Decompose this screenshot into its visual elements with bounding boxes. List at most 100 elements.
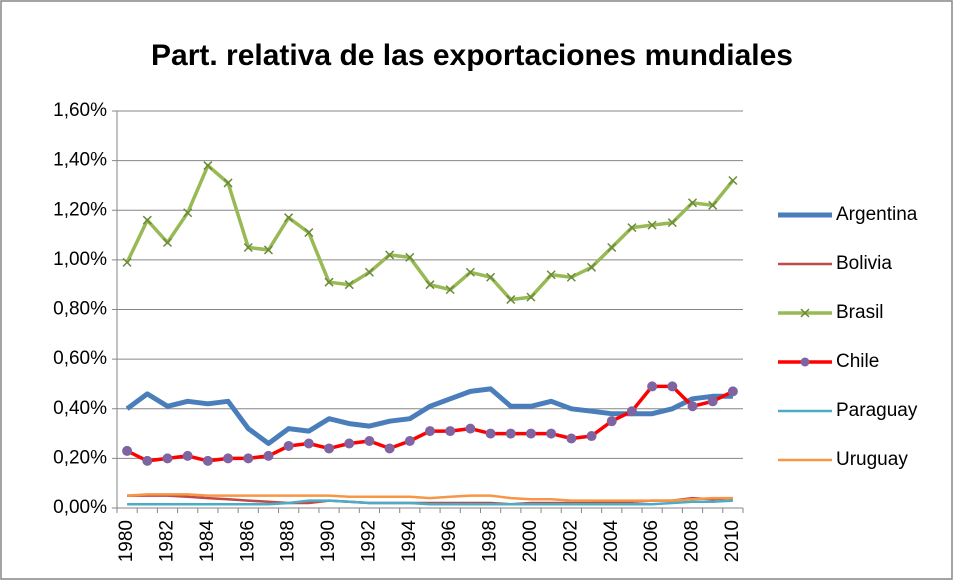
marker (223, 178, 233, 188)
marker (667, 218, 677, 228)
marker (607, 242, 617, 252)
x-tick-label: 2004 (601, 520, 622, 563)
marker (525, 428, 536, 439)
series-line (127, 493, 733, 502)
marker (243, 453, 254, 464)
marker (122, 257, 132, 267)
y-tick-label: 0,20% (53, 447, 107, 468)
marker (526, 292, 536, 302)
marker (203, 161, 213, 171)
marker (183, 208, 193, 218)
marker (727, 386, 738, 397)
legend-marker (800, 357, 810, 367)
x-tick-label: 2000 (520, 520, 541, 562)
y-tick-label: 1,40% (53, 150, 107, 171)
marker (223, 453, 234, 464)
x-tick-label: 2006 (641, 520, 662, 562)
marker (647, 220, 657, 230)
marker (405, 252, 415, 262)
marker (687, 198, 698, 208)
marker (284, 213, 294, 223)
x-tick-label: 1994 (399, 520, 420, 563)
marker (627, 223, 637, 233)
marker (303, 438, 314, 449)
marker (324, 277, 334, 287)
marker (667, 381, 678, 392)
chart-title: Part. relativa de las exportaciones mund… (151, 39, 793, 72)
marker (344, 280, 354, 290)
x-tick-label: 1990 (318, 520, 339, 562)
legend-label: Argentina (836, 204, 918, 225)
y-tick-label: 0,40% (53, 398, 107, 419)
marker (304, 228, 314, 238)
marker (425, 426, 435, 437)
legend-label: Chile (836, 351, 879, 372)
x-tick-label: 1980 (116, 520, 137, 562)
legend-label: Bolivia (836, 253, 892, 274)
x-tick-label: 1988 (278, 520, 299, 562)
marker (324, 443, 335, 454)
y-tick-label: 0,80% (53, 299, 107, 320)
y-tick-label: 0,60% (53, 348, 107, 369)
marker (465, 423, 476, 434)
x-tick-label: 1992 (358, 520, 379, 562)
legend-label: Uruguay (836, 449, 908, 470)
marker (606, 416, 617, 427)
marker (404, 436, 415, 447)
marker (344, 438, 355, 449)
marker (707, 396, 718, 407)
marker (162, 453, 173, 464)
marker (202, 455, 213, 466)
marker (626, 406, 637, 417)
marker (283, 440, 294, 451)
x-tick-label: 1996 (439, 520, 460, 562)
marker (505, 428, 516, 439)
marker (506, 295, 516, 305)
x-tick-label: 1982 (156, 520, 177, 562)
legend-label: Paraguay (836, 400, 918, 421)
marker (364, 436, 375, 447)
y-tick-label: 1,20% (53, 199, 107, 220)
x-tick-label: 1986 (237, 520, 258, 562)
marker (566, 433, 577, 444)
marker (162, 237, 173, 248)
marker (566, 272, 576, 282)
legend-label: Brasil (836, 302, 884, 323)
marker (647, 381, 658, 392)
x-tick-label: 1998 (480, 520, 501, 562)
x-tick-label: 2010 (722, 520, 743, 562)
marker (385, 250, 395, 260)
marker (122, 445, 133, 456)
marker (465, 267, 475, 277)
marker (425, 280, 435, 290)
marker (546, 270, 556, 280)
marker (708, 200, 718, 210)
marker (263, 450, 274, 461)
marker (364, 267, 374, 277)
marker (587, 262, 597, 272)
marker (384, 443, 395, 454)
marker (486, 272, 496, 282)
marker (243, 242, 253, 252)
y-tick-label: 1,60% (53, 100, 107, 121)
marker (263, 245, 273, 255)
marker (142, 215, 152, 225)
x-tick-label: 1984 (197, 520, 218, 563)
marker (142, 455, 153, 466)
marker (182, 450, 193, 461)
x-tick-label: 2008 (682, 520, 703, 562)
marker (728, 175, 738, 186)
y-tick-label: 0,00% (53, 497, 107, 518)
series-line (127, 499, 733, 506)
legend-marker (800, 308, 810, 318)
x-tick-label: 2002 (560, 520, 581, 562)
y-tick-label: 1,00% (53, 249, 107, 270)
marker (586, 431, 597, 442)
marker (445, 426, 456, 437)
marker (485, 428, 496, 439)
marker (687, 401, 698, 412)
marker (546, 428, 557, 439)
